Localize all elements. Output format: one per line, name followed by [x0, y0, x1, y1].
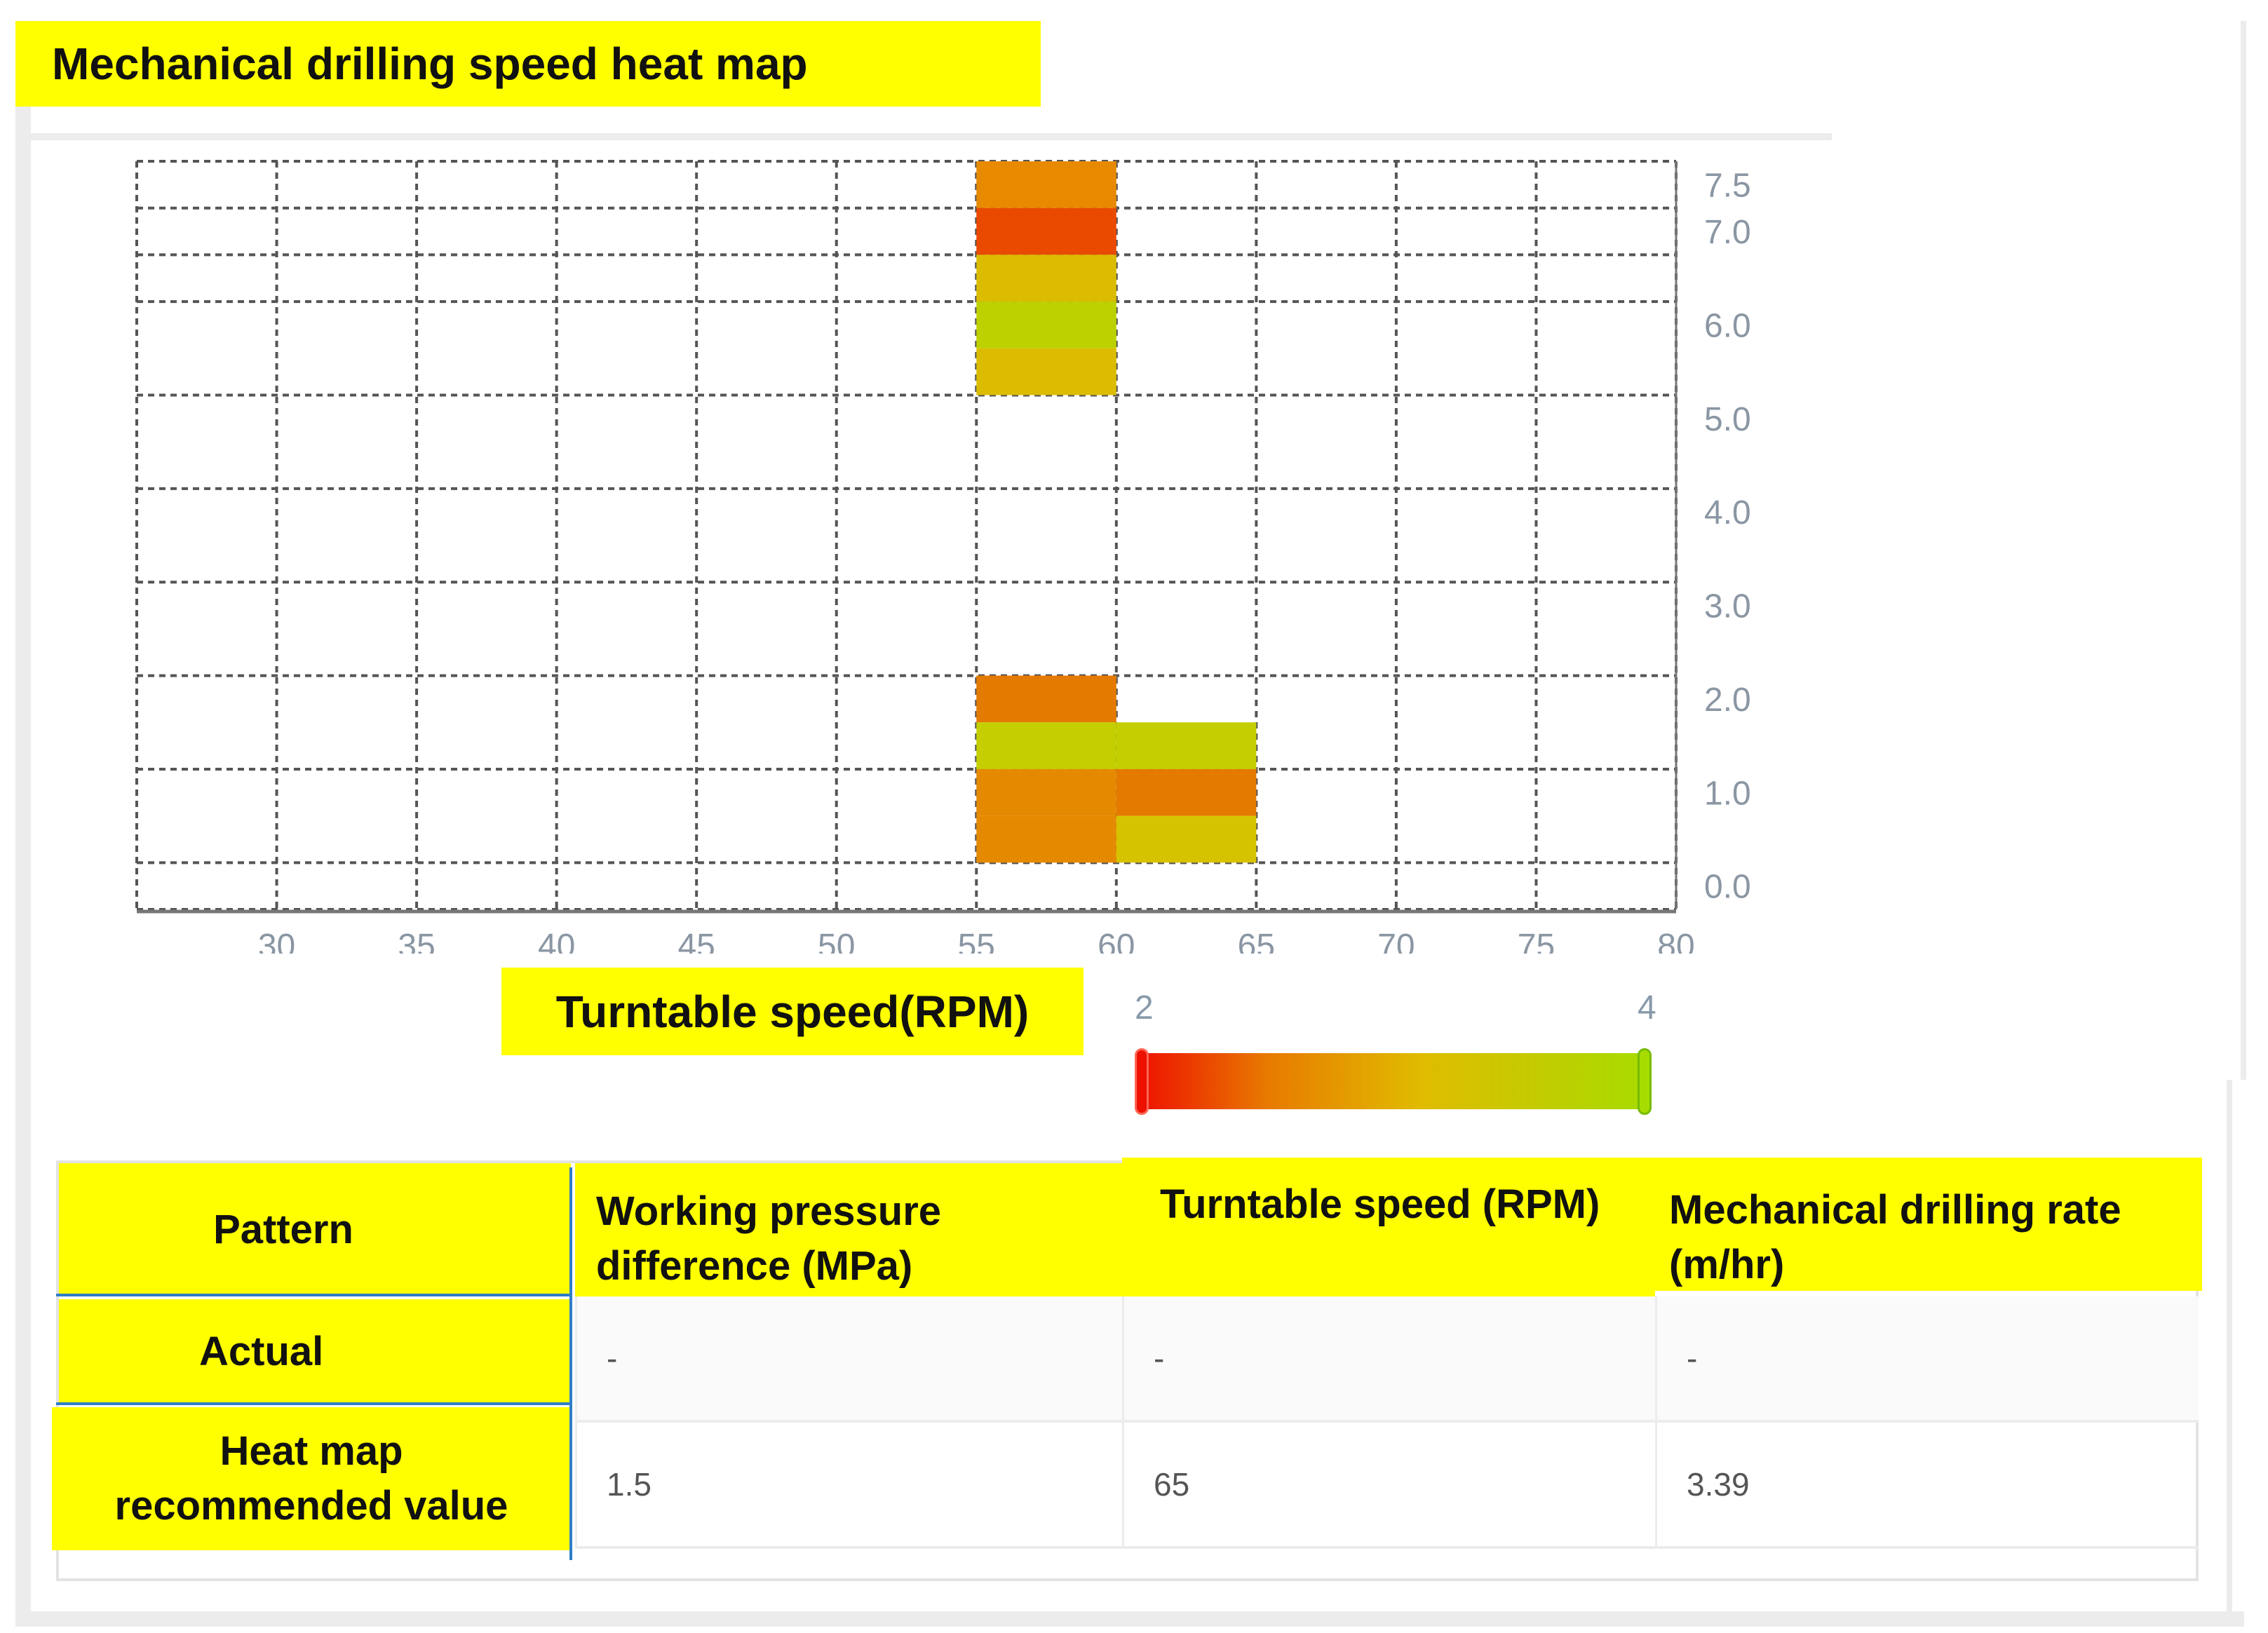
panel-right-border-lower: [2227, 1080, 2232, 1627]
panel-right-border: [2241, 21, 2246, 1080]
heatmap-cells: [976, 161, 1257, 863]
heatmap-cell: [976, 815, 1116, 863]
recommendation-table: Pattern Working pressure difference (MPa…: [52, 1158, 2202, 1581]
row-recommended-rate: 3.39: [1655, 1423, 2199, 1549]
x-axis-title: Turntable speed(RPM): [501, 968, 1084, 1055]
row-recommended-pressure: 1.5: [575, 1423, 1122, 1549]
panel-header-line: [15, 21, 1832, 140]
row-actual-text: Actual: [199, 1329, 324, 1374]
header-speed-label: Turntable speed (RPM): [1160, 1181, 1600, 1227]
x-tick-label: 70: [1377, 928, 1415, 954]
y-tick-label: 6.0: [1704, 307, 1751, 344]
table-header-divider: [56, 1294, 572, 1296]
header-pattern-label: Pattern: [213, 1207, 353, 1252]
header-working-pressure: Working pressure difference (MPa): [575, 1163, 1122, 1296]
x-tick-label: 55: [958, 928, 995, 954]
table-pattern-divider: [569, 1167, 572, 1560]
x-tick-label: 50: [818, 928, 855, 954]
visual-map-color-bar: [1140, 1053, 1652, 1109]
axis-layer: 30 35 40 45 50 55 60 65 70 75 80 0.0 1.0 2.0 3.0 4.0 5.0…: [137, 161, 1751, 954]
x-tick-label: 35: [398, 928, 435, 954]
x-tick-label: 40: [538, 928, 575, 954]
header-pattern: Pattern: [59, 1163, 571, 1296]
heatmap-cell: [976, 768, 1116, 816]
table-row-divider: [56, 1402, 572, 1405]
heatmap-cell: [976, 208, 1116, 255]
header-turntable-speed: Turntable speed (RPM): [1122, 1158, 1655, 1296]
x-tick-label: 75: [1518, 928, 1555, 954]
row-actual-speed: -: [1122, 1296, 1655, 1423]
y-tick-label: 0.0: [1704, 869, 1751, 906]
y-tick-label: 5.0: [1704, 401, 1751, 438]
header-pressure-line1: Working pressure: [596, 1188, 942, 1234]
row-recommended-speed: 65: [1122, 1423, 1655, 1549]
x-tick-label: 60: [1098, 928, 1135, 954]
heatmap-cell: [976, 161, 1116, 208]
page-title: Mechanical drilling speed heat map: [15, 21, 1041, 107]
heatmap-cell: [976, 675, 1116, 723]
visual-map-max-label: 4: [1638, 989, 1656, 1026]
heatmap-chart: 30 35 40 45 50 55 60 65 70 75 80 0.0 1.0 2.0 3.0 4.0 5.0…: [135, 160, 1751, 954]
header-rate-line1: Mechanical drilling rate: [1669, 1187, 2121, 1233]
heatmap-cell: [976, 722, 1116, 769]
y-tick-label: 7.5: [1704, 167, 1751, 204]
x-tick-label: 65: [1238, 928, 1275, 954]
visual-map-min-handle[interactable]: [1135, 1048, 1149, 1115]
header-drilling-rate: Mechanical drilling rate (m/hr): [1655, 1158, 2202, 1291]
row-actual-pressure: -: [575, 1296, 1122, 1423]
header-pressure-line2: difference (MPa): [596, 1243, 913, 1289]
y-tick-label: 3.0: [1704, 588, 1751, 625]
y-tick-label: 1.0: [1704, 775, 1751, 812]
heatmap-cell: [976, 348, 1116, 395]
heatmap-cell: [976, 255, 1116, 302]
y-tick-label: 7.0: [1704, 214, 1751, 251]
row-recommended-label: Heat map recommended value: [52, 1407, 571, 1550]
row-recommended-line2: recommended value: [114, 1483, 508, 1529]
x-tick-label: 30: [258, 928, 295, 954]
row-actual-label: Actual: [59, 1299, 571, 1404]
heatmap-cell: [976, 301, 1116, 348]
visual-map-min-label: 2: [1135, 989, 1154, 1026]
visual-map-max-handle[interactable]: [1638, 1048, 1652, 1115]
x-tick-label: 45: [677, 928, 715, 954]
row-recommended-line1: Heat map: [220, 1428, 403, 1474]
grid-layer: [135, 160, 1678, 911]
y-tick-label: 4.0: [1704, 494, 1751, 531]
header-rate-line2: (m/hr): [1669, 1242, 1785, 1287]
x-tick-label: 80: [1657, 928, 1694, 954]
heatmap-cell: [1116, 768, 1257, 816]
panel-frame: [15, 105, 2244, 1627]
row-actual-rate: -: [1655, 1296, 2199, 1423]
y-tick-label: 2.0: [1704, 682, 1751, 719]
heatmap-cell: [1116, 722, 1257, 769]
heatmap-cell: [1116, 815, 1257, 863]
